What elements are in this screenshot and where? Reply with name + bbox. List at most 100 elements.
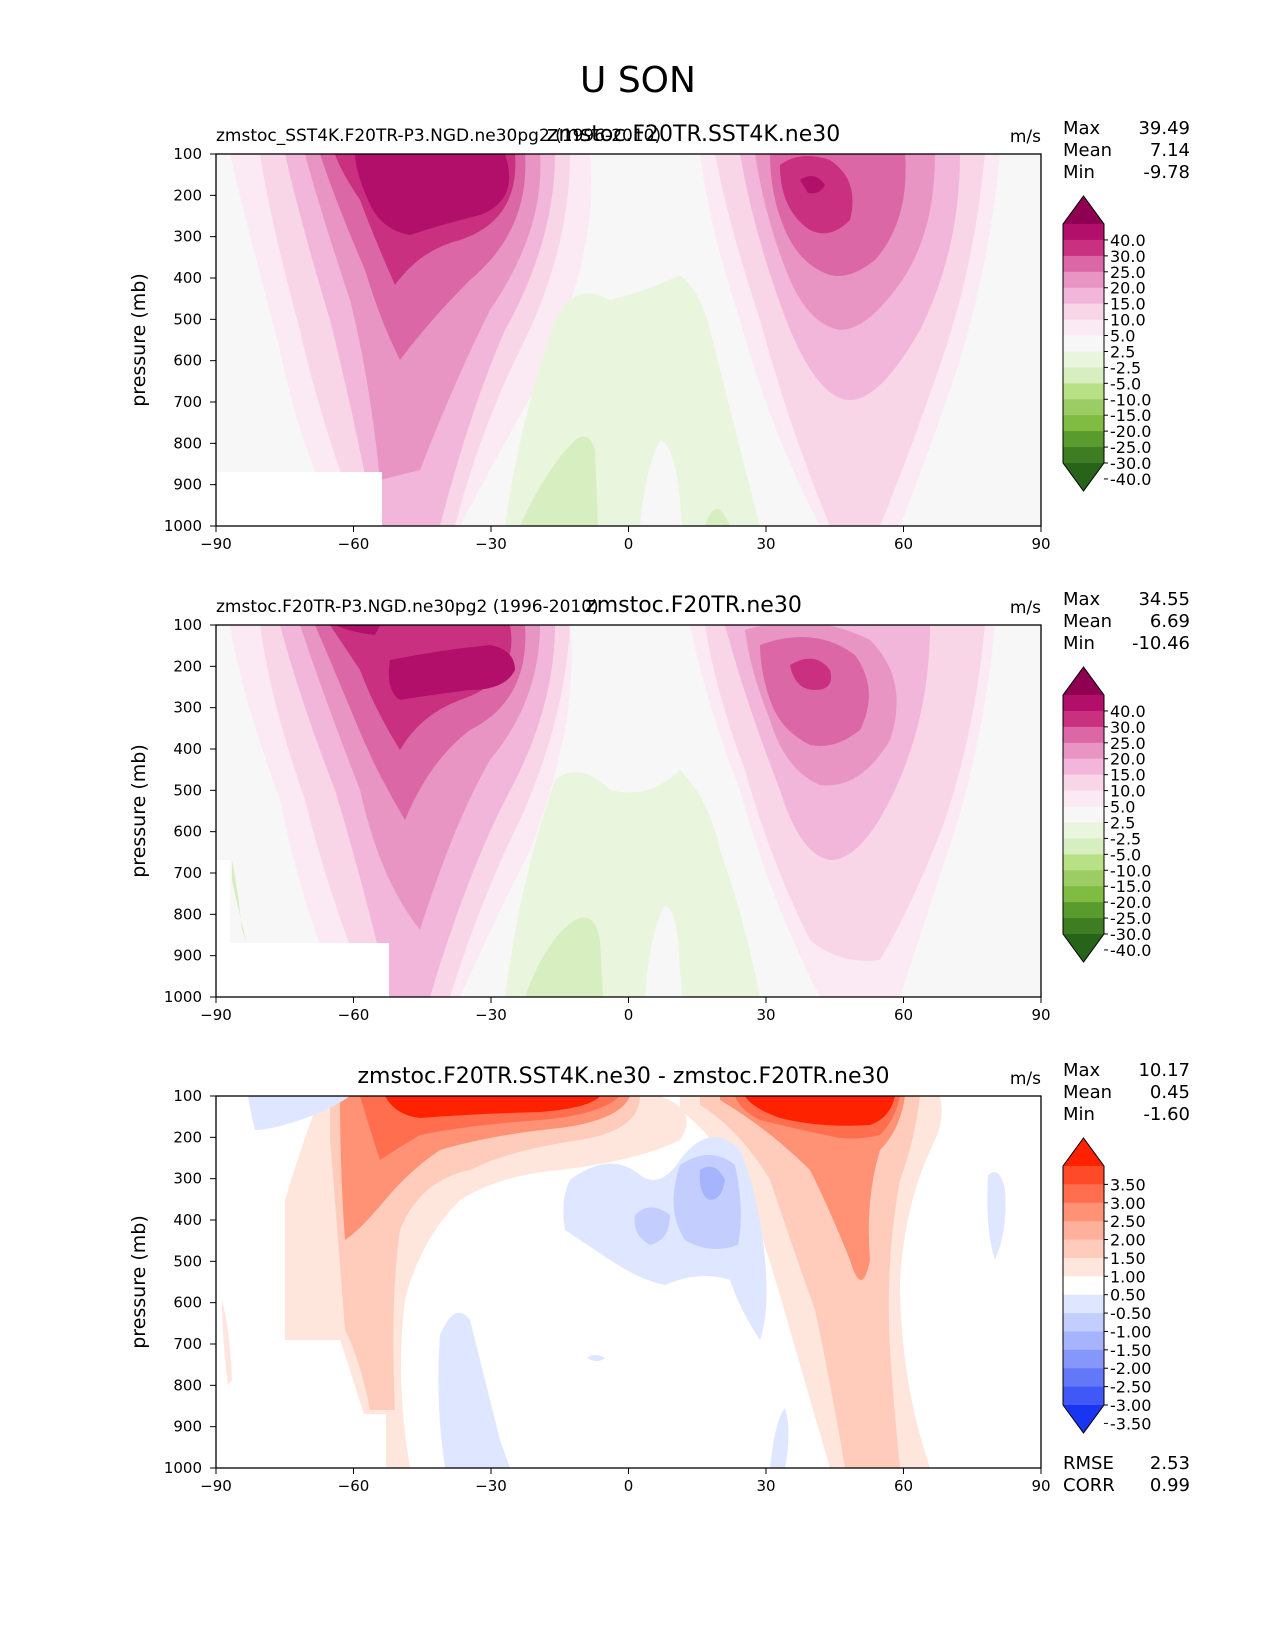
- colorbar-segment: [1063, 1368, 1104, 1388]
- colorbar-segment: [1063, 774, 1104, 792]
- x-tick-label: 0: [624, 1006, 634, 1024]
- units-label: m/s: [1010, 127, 1041, 147]
- stat-value: 39.49: [1138, 118, 1190, 139]
- colorbar-segment: [1063, 918, 1104, 935]
- colorbar-label: 20.0: [1110, 279, 1146, 298]
- colorbar-segment: [1063, 806, 1104, 824]
- y-tick-label: 600: [173, 1294, 202, 1312]
- x-tick-label: 90: [1031, 1477, 1050, 1495]
- colorbar-label: -30.0: [1110, 454, 1151, 473]
- panel-reference: [216, 625, 1041, 997]
- x-tick-label: 60: [894, 1477, 913, 1495]
- stat-label: Min: [1063, 162, 1095, 183]
- stat-label: Mean: [1063, 140, 1112, 161]
- x-tick-label: −60: [338, 1477, 370, 1495]
- colorbar-label: -3.50: [1110, 1414, 1151, 1433]
- contour-field: [216, 154, 1041, 526]
- colorbar-label: -20.0: [1110, 893, 1151, 912]
- colorbar-segment: [1063, 239, 1104, 257]
- colorbar-segment: [1063, 758, 1104, 776]
- colorbar-label: -2.00: [1110, 1359, 1151, 1378]
- colorbar-label: 25.0: [1110, 263, 1146, 282]
- stat-label: Min: [1063, 1104, 1095, 1125]
- y-axis-label: pressure (mb): [128, 1215, 150, 1349]
- colorbar-segment: [1063, 1276, 1104, 1296]
- y-tick-label: 100: [173, 1087, 202, 1105]
- colorbar-label: 10.0: [1110, 782, 1146, 801]
- y-tick-label: 900: [173, 1418, 202, 1436]
- stat-label: Mean: [1063, 611, 1112, 632]
- panel-title: zmstoc.F20TR.SST4K.ne30: [547, 122, 840, 147]
- colorbar-extend-max: [1063, 1138, 1104, 1166]
- colorbar-label: -5.0: [1110, 845, 1141, 864]
- stat-label: Max: [1063, 1060, 1101, 1081]
- colorbar-label: 2.00: [1110, 1231, 1146, 1250]
- colorbar-segment: [1063, 710, 1104, 728]
- colorbar-extend-min: [1063, 1405, 1104, 1433]
- units-label: m/s: [1010, 1069, 1041, 1089]
- stat-label: Max: [1063, 589, 1101, 610]
- colorbar-segment: [1063, 287, 1104, 305]
- y-tick-label: 600: [173, 823, 202, 841]
- panel-title: zmstoc.F20TR.SST4K.ne30 - zmstoc.F20TR.n…: [357, 1064, 889, 1089]
- colorbar-extend-min: [1063, 934, 1104, 962]
- colorbar-segment: [1063, 1386, 1104, 1406]
- colorbar-label: 40.0: [1110, 702, 1146, 721]
- x-tick-label: 60: [894, 535, 913, 553]
- y-tick-label: 500: [173, 310, 202, 328]
- colorbar-label: -40.0: [1110, 941, 1151, 960]
- colorbar-segment: [1063, 695, 1104, 712]
- colorbar-label: 3.00: [1110, 1194, 1146, 1213]
- colorbar-label: 2.5: [1110, 342, 1135, 361]
- units-label: m/s: [1010, 598, 1041, 618]
- y-tick-label: 100: [173, 616, 202, 634]
- colorbar-label: 30.0: [1110, 718, 1146, 737]
- colorbar-segment: [1063, 1257, 1104, 1277]
- case-label: zmstoc_SST4K.F20TR-P3.NGD.ne30pg2 (1996-…: [216, 126, 661, 146]
- colorbar-label: -25.0: [1110, 909, 1151, 928]
- x-tick-label: 0: [624, 535, 634, 553]
- colorbar-label: 1.00: [1110, 1267, 1146, 1286]
- stat-value: -9.78: [1143, 162, 1190, 183]
- colorbar-segment: [1063, 790, 1104, 808]
- stat-label: Mean: [1063, 1082, 1112, 1103]
- colorbar-segment: [1063, 822, 1104, 839]
- colorbar-segment: [1063, 271, 1104, 289]
- y-tick-label: 700: [173, 864, 202, 882]
- y-tick-label: 1000: [164, 1459, 202, 1477]
- colorbar-label: -1.00: [1110, 1322, 1151, 1341]
- y-tick-label: 400: [173, 740, 202, 758]
- colorbar-label: -2.5: [1110, 358, 1141, 377]
- figure-title: U SON: [580, 60, 696, 101]
- colorbar-label: -25.0: [1110, 438, 1151, 457]
- colorbar-segment: [1063, 1349, 1104, 1369]
- colorbar-label: -20.0: [1110, 422, 1151, 441]
- colorbar-segment: [1063, 1184, 1104, 1204]
- y-tick-label: 1000: [164, 517, 202, 535]
- colorbar-segment: [1063, 742, 1104, 760]
- panel-test: [216, 154, 1041, 526]
- x-tick-label: −90: [200, 1006, 232, 1024]
- colorbar-segment: [1063, 886, 1104, 903]
- y-tick-label: 100: [173, 145, 202, 163]
- colorbar-label: 15.0: [1110, 295, 1146, 314]
- stat-value: 0.99: [1150, 1475, 1190, 1496]
- x-tick-label: 90: [1031, 1006, 1050, 1024]
- colorbar-segment: [1063, 1202, 1104, 1222]
- colorbar-segment: [1063, 224, 1104, 241]
- colorbar-segment: [1063, 319, 1104, 337]
- colorbar-label: 5.0: [1110, 327, 1135, 346]
- stat-value: 10.17: [1138, 1060, 1190, 1081]
- stat-value: 2.53: [1150, 1453, 1190, 1474]
- stat-label: CORR: [1063, 1475, 1115, 1496]
- y-tick-label: 700: [173, 393, 202, 411]
- y-tick-label: 500: [173, 1252, 202, 1270]
- x-tick-label: −30: [475, 1006, 507, 1024]
- y-tick-label: 300: [173, 699, 202, 717]
- colorbar-segment: [1063, 902, 1104, 919]
- colorbar-label: -30.0: [1110, 925, 1151, 944]
- y-tick-label: 200: [173, 1128, 202, 1146]
- colorbar-label: -3.00: [1110, 1396, 1151, 1415]
- y-tick-label: 300: [173, 228, 202, 246]
- colorbar-label: 2.50: [1110, 1212, 1146, 1231]
